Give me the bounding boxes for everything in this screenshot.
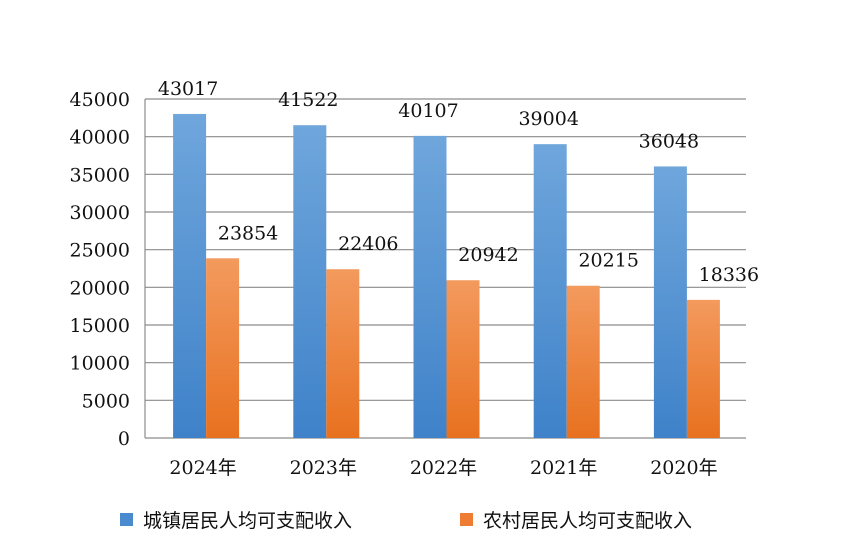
data-label-urban: 36048 <box>639 130 699 152</box>
data-label-rural: 20215 <box>578 250 638 272</box>
bar-rural <box>326 269 360 438</box>
bar-urban <box>413 135 447 438</box>
y-tick-label: 40000 <box>70 127 130 149</box>
bar-urban <box>653 166 687 438</box>
bar-urban <box>293 125 327 439</box>
data-label-rural: 18336 <box>699 264 759 286</box>
x-tick-label: 2022年 <box>410 457 477 479</box>
data-label-rural: 22406 <box>338 233 398 255</box>
bar-rural <box>686 299 720 438</box>
legend-swatch-urban <box>120 512 133 526</box>
axes: 0 5000 10000 15000 20000 25000 30000 35000 40000… <box>70 89 718 479</box>
y-tick-label: 10000 <box>70 353 130 375</box>
data-label-urban: 41522 <box>278 89 338 111</box>
x-tick-label: 2020年 <box>650 457 717 479</box>
data-label-rural: 23854 <box>218 222 278 244</box>
bar-urban <box>533 144 567 438</box>
bar-chart: 0 5000 10000 15000 20000 25000 30000 35000 40000… <box>70 78 760 479</box>
legend-label-urban: 城镇居民人均可支配收入 <box>143 509 353 532</box>
x-tick-label: 2023年 <box>290 457 357 479</box>
y-tick-label: 20000 <box>70 277 130 299</box>
bars <box>173 113 720 439</box>
data-label-urban: 43017 <box>158 78 218 100</box>
y-tick-label: 30000 <box>70 202 130 224</box>
y-tick-label: 35000 <box>70 164 130 186</box>
bar-rural <box>446 280 480 438</box>
bar-rural <box>206 258 240 438</box>
data-labels: 43017 23854 41522 22406 40107 20942 39004 20215… <box>158 78 759 286</box>
y-tick-label: 0 <box>118 428 130 450</box>
legend-label-rural: 农村居民人均可支配收入 <box>483 509 693 532</box>
legend-swatch-rural <box>460 512 473 526</box>
bar-rural <box>566 285 600 438</box>
data-label-rural: 20942 <box>458 244 518 266</box>
legend-item-rural: 农村居民人均可支配收入 <box>460 502 692 536</box>
x-tick-label: 2024年 <box>169 457 236 479</box>
y-tick-label: 15000 <box>70 315 130 337</box>
legend-item-urban: 城镇居民人均可支配收入 <box>120 502 352 536</box>
bar-urban <box>173 113 207 438</box>
data-label-urban: 39004 <box>518 108 578 130</box>
data-label-urban: 40107 <box>398 100 458 122</box>
y-tick-label: 25000 <box>70 240 130 262</box>
x-tick-label: 2021年 <box>530 457 597 479</box>
legend: 城镇居民人均可支配收入 农村居民人均可支配收入 <box>0 502 862 536</box>
y-tick-label: 5000 <box>82 390 130 412</box>
y-tick-label: 45000 <box>70 89 130 111</box>
